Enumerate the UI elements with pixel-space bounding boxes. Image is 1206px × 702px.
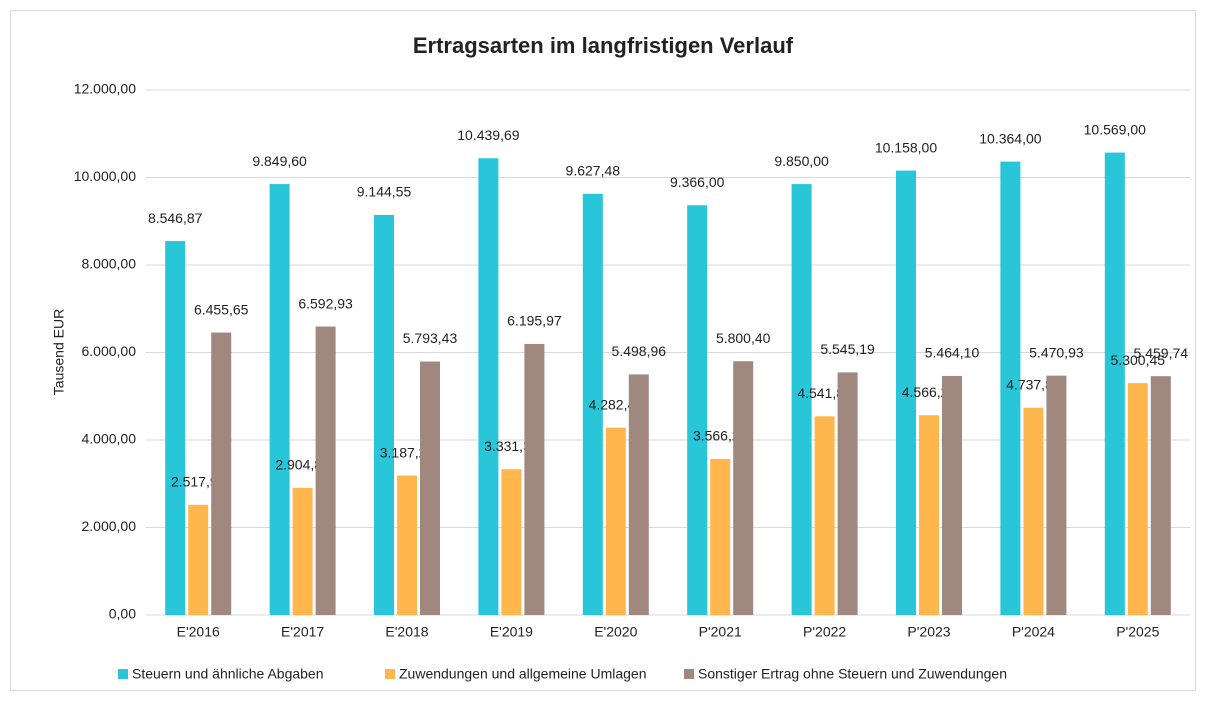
data-label: 10.364,00 <box>979 130 1041 146</box>
y-tick-label: 8.000,00 <box>82 256 137 272</box>
data-label: 10.439,69 <box>457 127 519 143</box>
legend-swatch <box>385 669 395 679</box>
bar <box>687 205 708 616</box>
data-label: 9.366,00 <box>670 174 725 190</box>
x-tick-label: E'2017 <box>281 624 324 640</box>
bar <box>1000 161 1021 615</box>
data-label: 5.545,19 <box>820 341 875 357</box>
chart-border <box>10 10 1196 691</box>
data-label: 9.627,48 <box>566 163 621 179</box>
data-label: 5.498,96 <box>612 343 667 359</box>
bar <box>814 416 835 615</box>
x-tick-label: P'2022 <box>803 624 846 640</box>
data-label: 9.144,55 <box>357 184 412 200</box>
legend-swatch <box>118 669 128 679</box>
bar <box>478 158 499 616</box>
bar <box>269 184 290 615</box>
legend-swatch <box>684 669 694 679</box>
data-label: 9.850,00 <box>774 153 829 169</box>
bar <box>710 458 731 615</box>
y-tick-label: 2.000,00 <box>82 518 137 534</box>
data-label: 8.546,87 <box>148 210 203 226</box>
legend-label: Steuern und ähnliche Abgaben <box>132 666 324 682</box>
bar <box>942 375 962 615</box>
bar <box>582 193 603 616</box>
bar <box>837 372 858 615</box>
data-label: 5.470,93 <box>1029 344 1084 360</box>
bar <box>374 214 394 615</box>
bar <box>397 475 417 615</box>
bar <box>1023 407 1044 615</box>
data-label: 6.195,97 <box>507 313 562 329</box>
bar <box>896 170 916 615</box>
bar <box>628 374 649 615</box>
data-label: 6.592,93 <box>298 295 353 311</box>
data-label: 5.459,74 <box>1134 345 1189 361</box>
y-tick-label: 4.000,00 <box>82 431 137 447</box>
bar <box>1104 152 1125 615</box>
bar <box>165 241 186 615</box>
bar <box>211 332 232 615</box>
data-label: 5.300,45 <box>1111 352 1166 368</box>
data-label: 6.455,65 <box>194 301 249 317</box>
data-label: 5.800,40 <box>716 330 771 346</box>
bar <box>315 326 336 615</box>
y-tick-label: 10.000,00 <box>74 168 136 184</box>
x-tick-label: P'2024 <box>1012 624 1055 640</box>
x-tick-label: E'2020 <box>594 624 637 640</box>
data-label: 10.569,00 <box>1084 121 1146 137</box>
bar <box>919 415 939 615</box>
x-tick-label: P'2023 <box>907 624 950 640</box>
bar <box>733 361 754 615</box>
y-tick-label: 12.000,00 <box>74 81 136 97</box>
bar <box>1046 375 1067 615</box>
bar <box>501 469 522 615</box>
legend-label: Zuwendungen und allgemeine Umlagen <box>399 666 647 682</box>
y-axis-label: Tausend EUR <box>51 309 67 395</box>
x-tick-label: P'2025 <box>1116 624 1159 640</box>
data-label: 10.158,00 <box>875 139 937 155</box>
data-label: 5.464,10 <box>925 345 980 361</box>
bar <box>420 361 440 615</box>
bar <box>524 343 545 615</box>
bar <box>188 504 209 615</box>
y-tick-label: 6.000,00 <box>82 343 137 359</box>
chart-title: Ertragsarten im langfristigen Verlauf <box>413 33 794 58</box>
y-tick-label: 0,00 <box>109 606 136 622</box>
bar <box>791 184 812 615</box>
legend-label: Sonstiger Ertrag ohne Steuern und Zuwend… <box>698 666 1007 682</box>
x-tick-label: E'2016 <box>177 624 220 640</box>
x-tick-label: E'2018 <box>385 624 428 640</box>
x-tick-label: E'2019 <box>490 624 533 640</box>
bar <box>292 487 313 615</box>
bar <box>1150 376 1171 615</box>
data-label: 9.849,60 <box>252 153 307 169</box>
data-label: 5.793,43 <box>403 330 458 346</box>
bar <box>1127 383 1148 615</box>
x-tick-label: P'2021 <box>699 624 742 640</box>
bar <box>605 427 626 615</box>
